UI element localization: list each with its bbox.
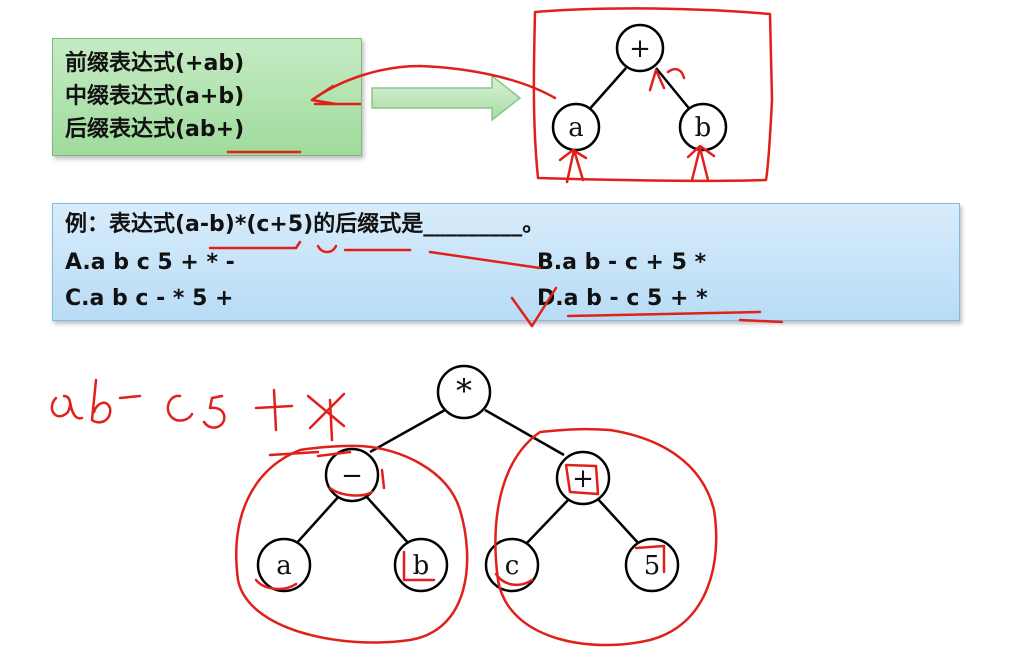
top-tree-root: + [629, 34, 651, 64]
bottom-tree-leaf-b: b [413, 551, 430, 581]
bottom-tree: * − + a b c 5 [256, 364, 680, 593]
top-tree: + a b [551, 23, 728, 152]
option-a: A.a b c 5 + * - [65, 250, 235, 275]
bottom-tree-right: + [572, 464, 594, 494]
bottom-tree-leaf-5: 5 [644, 551, 661, 581]
block-arrow-right [371, 74, 522, 122]
infix-expression: 中缀表达式(a+b) [65, 84, 245, 109]
bottom-tree-root: * [456, 372, 472, 410]
bottom-tree-leaf-a: a [276, 551, 292, 581]
option-c: C.a b c - * 5 + [65, 286, 234, 311]
option-b: B.a b - c + 5 * [537, 250, 707, 275]
postfix-expression: 后缀表达式(ab+) [65, 117, 245, 142]
bottom-tree-left: − [341, 461, 363, 491]
bottom-tree-leaf-c: c [505, 551, 520, 581]
top-tree-left: a [568, 113, 584, 143]
prefix-expression: 前缀表达式(+ab) [65, 51, 245, 76]
question-stem: 例：表达式(a-b)*(c+5)的后缀式是_________。 [65, 212, 545, 237]
red-annotations [50, 7, 784, 647]
notation-box: 前缀表达式(+ab) 中缀表达式(a+b) 后缀表达式(ab+) [52, 38, 362, 156]
option-d: D.a b - c 5 + * [537, 286, 708, 311]
top-tree-right: b [695, 113, 712, 143]
